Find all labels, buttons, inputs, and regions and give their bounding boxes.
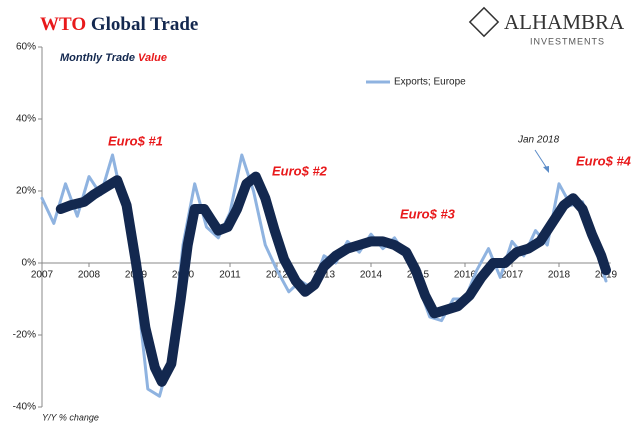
logo-sub: INVESTMENTS: [530, 36, 605, 46]
y-tick-label: 0%: [22, 258, 37, 269]
title-part: WTO: [40, 14, 86, 35]
annotation: Euro$ #4: [576, 153, 632, 168]
x-tick-label: 2014: [360, 270, 383, 281]
subtitle-part: Value: [138, 52, 167, 64]
subtitle-part: Monthly Trade: [60, 52, 135, 64]
x-tick-label: 2012: [266, 270, 289, 281]
x-tick-label: 2017: [501, 270, 524, 281]
logo-mark: [468, 6, 500, 38]
x-tick-label: 2008: [78, 270, 101, 281]
x-tick-label: 2016: [454, 270, 477, 281]
legend-label: Exports; Europe: [394, 77, 466, 88]
y-tick-label: 60%: [16, 42, 36, 53]
annotation: Jan 2018: [517, 135, 560, 146]
annotation: Euro$ #3: [400, 206, 456, 221]
y-tick-label: -20%: [13, 330, 36, 341]
x-tick-label: 2018: [548, 270, 571, 281]
series-line: [55, 171, 611, 387]
y-axis-label: Y/Y % change: [42, 412, 99, 422]
subtitle: Monthly Trade Value: [60, 52, 167, 64]
logo: ALHAMBRA INVESTMENTS: [468, 6, 625, 46]
annotation: Euro$ #1: [108, 133, 163, 148]
annotation: Euro$ #2: [272, 163, 328, 178]
y-tick-label: 40%: [16, 114, 36, 125]
chart-title: WTO Global Trade: [40, 14, 198, 35]
logo-name: ALHAMBRA: [504, 10, 625, 34]
annotation-arrowhead: [543, 166, 549, 173]
title-part: Global Trade: [91, 14, 199, 35]
y-tick-label: -40%: [13, 402, 36, 413]
x-tick-label: 2007: [31, 270, 54, 281]
x-tick-label: 2011: [219, 270, 241, 281]
y-tick-label: 20%: [16, 186, 36, 197]
